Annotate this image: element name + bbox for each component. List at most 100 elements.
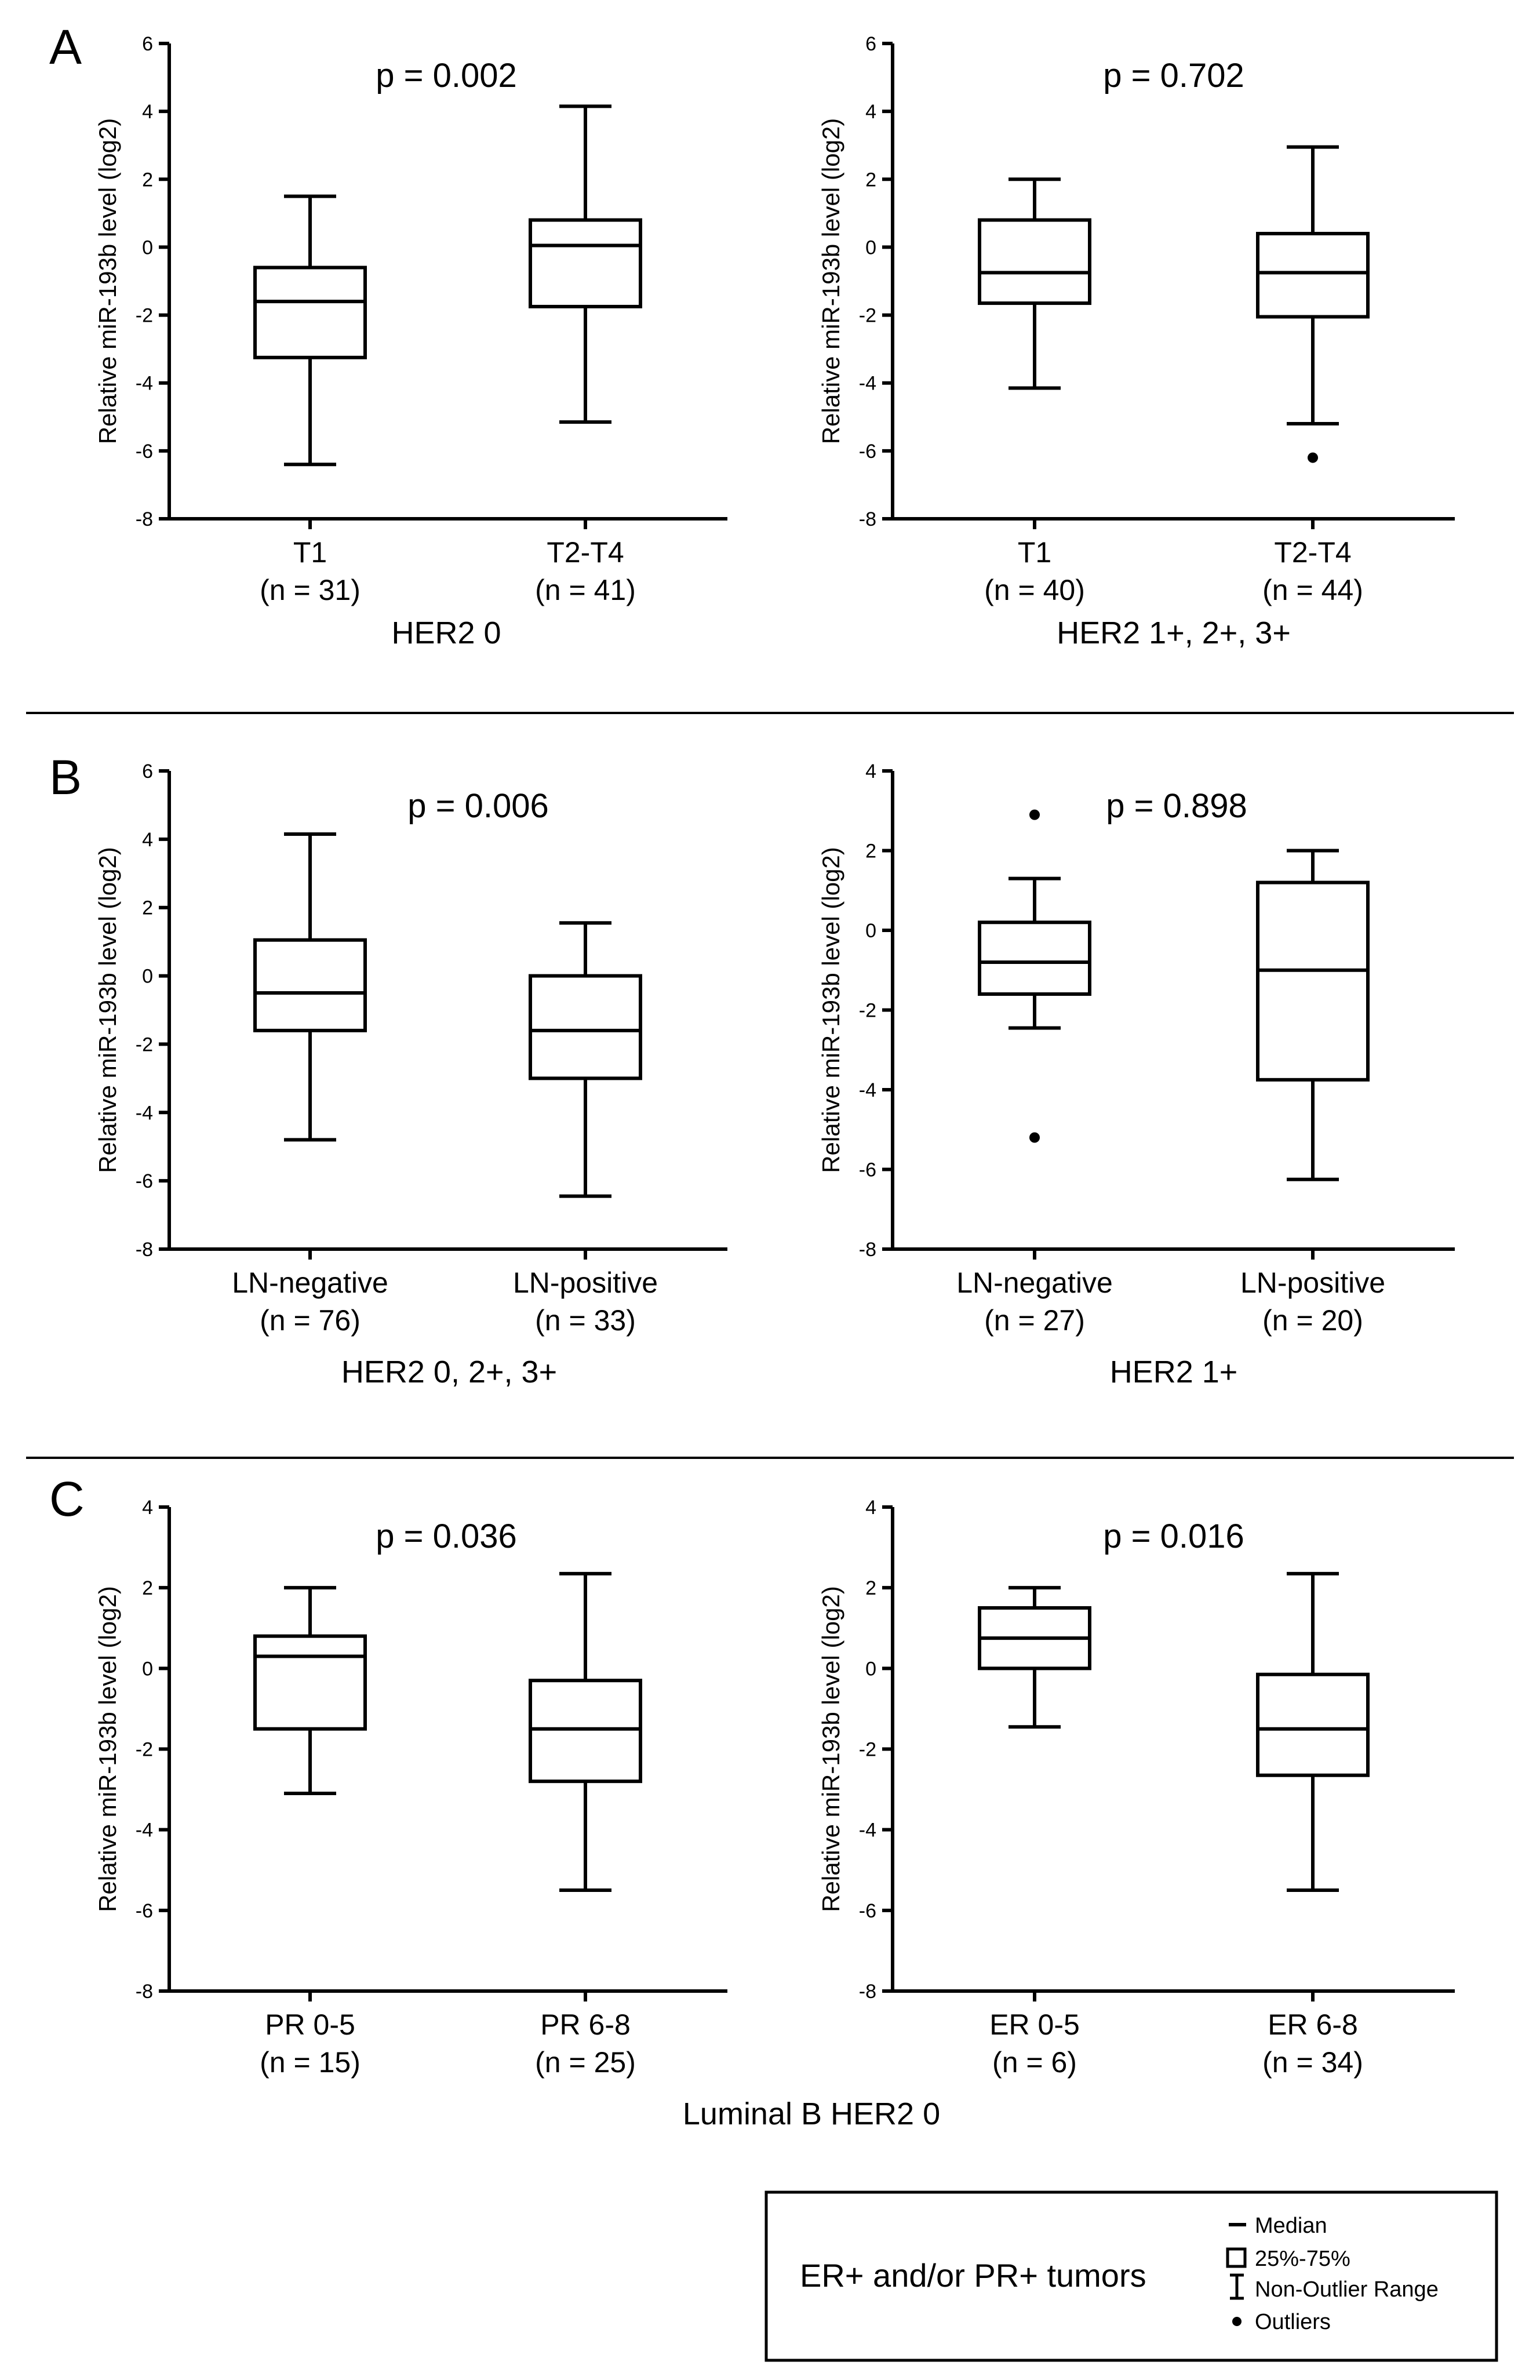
y-tick-label: -2 — [136, 1739, 153, 1761]
y-tick-label: 2 — [865, 840, 876, 863]
sample-size-label: (n = 76) — [260, 1304, 361, 1337]
p-value-label: p = 0.006 — [407, 787, 549, 825]
category-label: T1 — [1018, 536, 1051, 569]
y-tick-label: 2 — [142, 169, 153, 191]
category-label: ER 6-8 — [1268, 2008, 1358, 2041]
y-tick-label: -6 — [136, 441, 153, 463]
group-label: HER2 1+ — [1110, 1355, 1238, 1389]
y-tick-label: 0 — [142, 966, 153, 988]
iqr-box — [1256, 880, 1370, 1082]
y-tick-label: 0 — [865, 920, 876, 942]
p-value-label: p = 0.016 — [1103, 1517, 1244, 1555]
y-tick-label: -2 — [859, 1000, 876, 1022]
iqr-box — [253, 938, 367, 1032]
y-tick-label: -6 — [136, 1900, 153, 1922]
y-tick-label: -6 — [136, 1170, 153, 1192]
y-tick-label: -2 — [136, 1033, 153, 1056]
category-label: LN-negative — [956, 1267, 1113, 1299]
category-label: T1 — [293, 536, 327, 569]
boxplot-c-left: -8 -6 -4 -2 0 2 4 Relative miR-193b level (log2… — [94, 1497, 727, 2079]
y-tick-label: -4 — [859, 373, 876, 395]
y-axis-label: Relative miR-193b level (log2) — [94, 847, 121, 1173]
y-tick-label: 0 — [865, 1658, 876, 1680]
y-tick-label: -8 — [136, 508, 153, 530]
p-value-label: p = 0.036 — [376, 1517, 517, 1555]
y-tick-label: 6 — [865, 33, 876, 55]
y-tick-label: -6 — [859, 1900, 876, 1922]
y-tick-label: -4 — [859, 1079, 876, 1101]
sample-size-label: (n = 34) — [1262, 2046, 1363, 2079]
y-axis-label: Relative miR-193b level (log2) — [817, 847, 844, 1173]
sample-size-label: (n = 33) — [535, 1304, 636, 1337]
outlier-point — [1308, 452, 1318, 463]
panel-letter-c: C — [49, 1472, 85, 1526]
category-label: LN-positive — [513, 1267, 658, 1299]
iqr-box — [529, 974, 642, 1080]
group-label-row-c: Luminal B HER2 0 — [683, 2097, 940, 2131]
category-label: T2-T4 — [1274, 536, 1351, 569]
y-tick-label: 4 — [142, 1497, 153, 1519]
group-label: HER2 0 — [391, 616, 501, 650]
y-tick-label: -8 — [859, 1981, 876, 2003]
y-tick-label: 4 — [865, 101, 876, 123]
y-tick-label: 2 — [865, 1577, 876, 1599]
legend-whisker-icon — [1230, 2273, 1244, 2300]
y-tick-label: -2 — [136, 305, 153, 327]
y-axis-label: Relative miR-193b level (log2) — [94, 118, 121, 445]
y-tick-label: 0 — [142, 236, 153, 259]
y-tick-label: 6 — [142, 33, 153, 55]
y-tick-label: 4 — [865, 760, 876, 783]
sample-size-label: (n = 41) — [535, 574, 636, 606]
sample-size-label: (n = 20) — [1262, 1304, 1363, 1337]
boxplot-a-right: -8 -6 -4 -2 0 2 4 6 Relative miR-193b level (log… — [817, 33, 1455, 650]
y-tick-label: -2 — [859, 1739, 876, 1761]
y-tick-label: 4 — [865, 1497, 876, 1519]
y-tick-label: -6 — [859, 1159, 876, 1181]
y-tick-label: -2 — [859, 305, 876, 327]
sample-size-label: (n = 6) — [992, 2046, 1077, 2079]
outlier-point — [1029, 809, 1040, 820]
outlier-point — [1029, 1132, 1040, 1143]
y-tick-label: -8 — [859, 1239, 876, 1261]
legend-box-icon — [1226, 2247, 1247, 2268]
boxplot-b-right: -8 -6 -4 -2 0 2 4 Relative miR-193b level (log2… — [817, 760, 1455, 1389]
category-label: T2-T4 — [547, 536, 624, 569]
panel-letter-a: A — [49, 20, 82, 74]
legend-dot-icon — [1232, 2317, 1242, 2326]
panel-letter-b: B — [49, 750, 82, 805]
y-tick-label: 6 — [142, 760, 153, 783]
y-axis-label: Relative miR-193b level (log2) — [817, 1586, 844, 1912]
y-tick-label: 2 — [142, 897, 153, 919]
y-tick-label: 2 — [865, 169, 876, 191]
legend-title: ER+ and/or PR+ tumors — [800, 2257, 1146, 2294]
iqr-box — [253, 1634, 367, 1731]
y-tick-label: -4 — [859, 1819, 876, 1842]
group-label: HER2 0, 2+, 3+ — [341, 1355, 557, 1389]
category-label: PR 0-5 — [265, 2008, 355, 2041]
sample-size-label: (n = 31) — [260, 574, 361, 606]
group-label: HER2 1+, 2+, 3+ — [1057, 616, 1291, 650]
y-tick-label: 0 — [142, 1658, 153, 1680]
legend-whisker-label: Non-Outlier Range — [1255, 2277, 1439, 2302]
y-tick-label: -4 — [136, 1102, 153, 1124]
y-axis-label: Relative miR-193b level (log2) — [817, 118, 844, 445]
y-tick-label: -4 — [136, 373, 153, 395]
iqr-box — [253, 265, 367, 359]
category-label: LN-positive — [1240, 1267, 1385, 1299]
boxplot-b-left: -8 -6 -4 -2 0 2 4 6 Relative miR-193b level (log… — [94, 760, 727, 1389]
boxplot-a-left: -8 -6 -4 -2 0 2 4 6 Relative miR-193b level (log… — [94, 33, 727, 650]
iqr-box — [978, 920, 1091, 996]
sample-size-label: (n = 15) — [260, 2046, 361, 2079]
boxplot-c-right: -8 -6 -4 -2 0 2 4 Relative miR-193b level (log2… — [817, 1497, 1455, 2079]
legend-frame — [764, 2190, 1498, 2362]
p-value-label: p = 0.898 — [1106, 787, 1247, 825]
y-tick-label: -8 — [136, 1981, 153, 2003]
legend-dot-label: Outliers — [1255, 2310, 1331, 2334]
iqr-box — [1256, 232, 1370, 319]
iqr-box — [978, 218, 1091, 305]
iqr-box — [529, 218, 642, 308]
category-label: PR 6-8 — [540, 2008, 631, 2041]
legend: ER+ and/or PR+ tumors Median 25%-75% Non… — [764, 2190, 1498, 2362]
legend-box-label: 25%-75% — [1255, 2247, 1350, 2271]
